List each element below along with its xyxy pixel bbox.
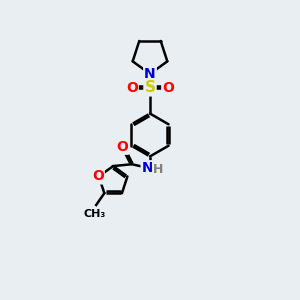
- Text: O: O: [162, 81, 174, 95]
- Text: S: S: [145, 80, 155, 95]
- Text: H: H: [153, 163, 163, 176]
- Text: N: N: [142, 161, 153, 175]
- Text: O: O: [116, 140, 128, 154]
- Text: CH₃: CH₃: [84, 209, 106, 219]
- Text: O: O: [126, 81, 138, 95]
- Text: N: N: [144, 67, 156, 81]
- Text: O: O: [92, 169, 104, 183]
